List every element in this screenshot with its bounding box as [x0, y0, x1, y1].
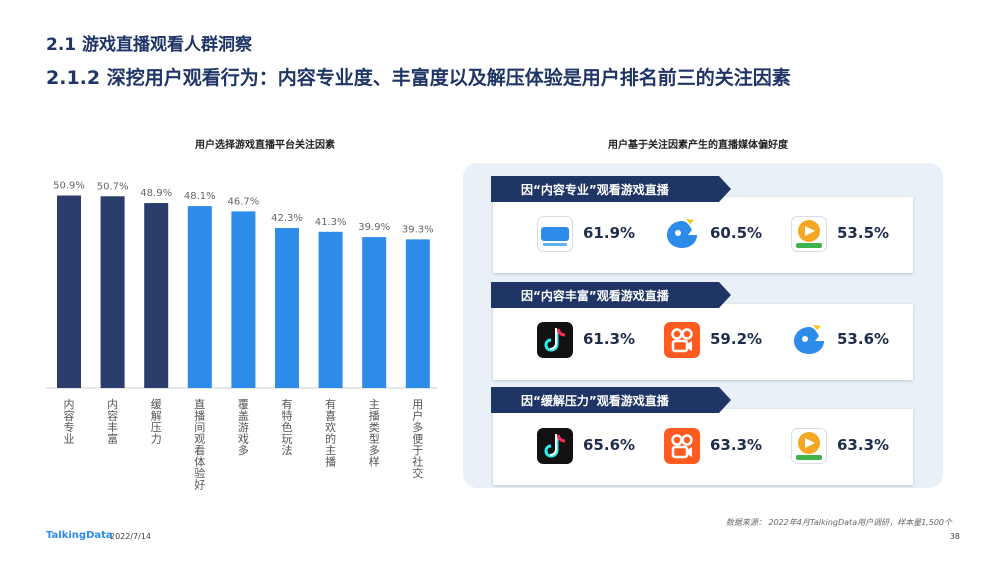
- preference-value: 65.6%: [583, 436, 636, 454]
- preference-value: 53.5%: [837, 224, 890, 242]
- bar: [231, 211, 256, 388]
- bar: [275, 228, 299, 388]
- huya-tiger-logo-icon: [791, 216, 827, 252]
- preference-value: 63.3%: [710, 436, 763, 454]
- bar: [100, 196, 125, 388]
- douyin-logo-icon: [537, 322, 573, 358]
- douyin-logo-icon: [537, 428, 573, 464]
- category-label: 缓解压力: [151, 398, 162, 446]
- preference-item: 61.3%: [537, 322, 661, 360]
- bar-value-label: 48.9%: [140, 188, 172, 199]
- data-source-note: 数据来源： 2022年4月TalkingData用户调研，样本量1,500个: [725, 518, 952, 527]
- preference-item: 53.6%: [791, 322, 915, 360]
- banner-label: 因“内容专业”观看游戏直播: [521, 183, 669, 197]
- preference-value: 61.9%: [583, 224, 636, 242]
- preference-value: 61.3%: [583, 330, 636, 348]
- bar-value-label: 39.9%: [358, 222, 390, 233]
- douyu-logo-icon: [794, 325, 824, 354]
- preference-item: 59.2%: [664, 322, 788, 360]
- factor-bar-chart: 50.9% 内容专业 50.7% 内容丰富 48.9% 缓解压力 48.1% 直播间观看体验好…: [46, 181, 437, 492]
- bar-value-label: 50.9%: [53, 181, 85, 192]
- bar: [144, 203, 169, 388]
- bar-value-label: 48.1%: [184, 191, 216, 202]
- preference-item: 65.6%: [537, 428, 661, 466]
- preference-item: 53.5%: [791, 216, 915, 254]
- page-headline: 2.1.2 深挖用户观看行为：内容专业度、丰富度以及解压体验是用户排名前三的关注…: [46, 67, 791, 89]
- preference-value: 63.3%: [837, 436, 890, 454]
- banner-label: 因“内容丰富”观看游戏直播: [521, 289, 669, 303]
- category-label: 有特色玩法: [282, 397, 293, 457]
- bar: [362, 237, 387, 388]
- preference-value: 53.6%: [837, 330, 890, 348]
- bar: [57, 195, 81, 388]
- page-number: 38: [949, 532, 960, 541]
- douyu-logo-icon: [667, 219, 697, 248]
- bar-value-label: 42.3%: [271, 213, 303, 224]
- category-label: 主播类型多样: [369, 398, 380, 469]
- huya-tiger-logo-icon: [791, 428, 827, 464]
- kuaishou-logo-icon: [664, 428, 700, 464]
- preference-item: 63.3%: [664, 428, 788, 466]
- huya-logo-icon: [537, 216, 573, 252]
- kuaishou-logo-icon: [664, 322, 700, 358]
- bar: [187, 206, 212, 388]
- preference-item: 63.3%: [791, 428, 915, 466]
- report-date: 2022/7/14: [110, 532, 152, 541]
- section-title: 2.1 游戏直播观看人群洞察: [46, 35, 253, 55]
- left-chart-title: 用户选择游戏直播平台关注因素: [195, 140, 335, 151]
- category-label: 覆盖游戏多: [238, 398, 249, 457]
- brand-logo: TalkingData: [46, 530, 113, 541]
- bar-value-label: 50.7%: [97, 181, 129, 192]
- preference-value: 60.5%: [710, 224, 763, 242]
- category-label: 直播间观看体验好: [194, 397, 205, 492]
- bar-value-label: 46.7%: [228, 196, 260, 207]
- bar-value-label: 41.3%: [315, 217, 347, 228]
- category-label: 用户多便于社交: [412, 398, 423, 480]
- bar-value-label: 39.3%: [402, 224, 434, 235]
- category-label: 有喜欢的主播: [325, 397, 336, 469]
- bar: [318, 231, 343, 388]
- right-panel-title: 用户基于关注因素产生的直播媒体偏好度: [608, 140, 788, 151]
- bar: [405, 239, 430, 388]
- category-label: 内容丰富: [107, 397, 118, 446]
- preference-item: 61.9%: [537, 216, 661, 254]
- preference-item: 60.5%: [664, 216, 788, 254]
- preference-value: 59.2%: [710, 330, 763, 348]
- category-label: 内容专业: [64, 397, 75, 446]
- banner-label: 因“缓解压力”观看游戏直播: [521, 394, 669, 408]
